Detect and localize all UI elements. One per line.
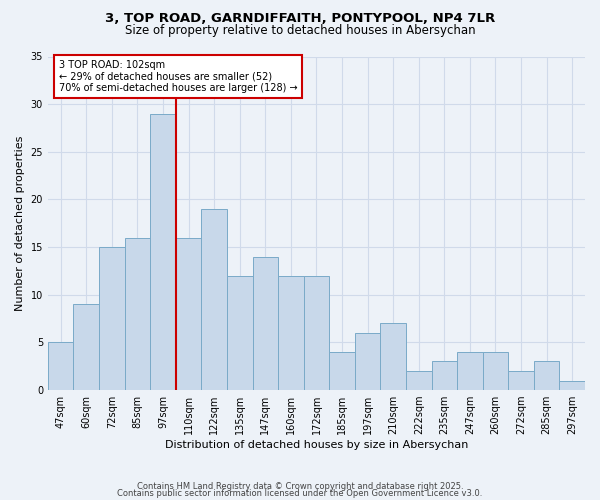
- Bar: [48, 342, 73, 390]
- Bar: [253, 256, 278, 390]
- X-axis label: Distribution of detached houses by size in Abersychan: Distribution of detached houses by size …: [165, 440, 468, 450]
- Bar: [73, 304, 99, 390]
- Text: Size of property relative to detached houses in Abersychan: Size of property relative to detached ho…: [125, 24, 475, 37]
- Text: Contains HM Land Registry data © Crown copyright and database right 2025.: Contains HM Land Registry data © Crown c…: [137, 482, 463, 491]
- Text: 3 TOP ROAD: 102sqm
← 29% of detached houses are smaller (52)
70% of semi-detache: 3 TOP ROAD: 102sqm ← 29% of detached hou…: [59, 60, 297, 93]
- Bar: [304, 276, 329, 390]
- Bar: [202, 209, 227, 390]
- Bar: [176, 238, 202, 390]
- Text: Contains public sector information licensed under the Open Government Licence v3: Contains public sector information licen…: [118, 490, 482, 498]
- Bar: [534, 362, 559, 390]
- Bar: [482, 352, 508, 390]
- Bar: [150, 114, 176, 390]
- Y-axis label: Number of detached properties: Number of detached properties: [15, 136, 25, 311]
- Bar: [278, 276, 304, 390]
- Bar: [99, 247, 125, 390]
- Bar: [508, 371, 534, 390]
- Bar: [457, 352, 482, 390]
- Bar: [431, 362, 457, 390]
- Bar: [329, 352, 355, 390]
- Bar: [227, 276, 253, 390]
- Text: 3, TOP ROAD, GARNDIFFAITH, PONTYPOOL, NP4 7LR: 3, TOP ROAD, GARNDIFFAITH, PONTYPOOL, NP…: [105, 12, 495, 26]
- Bar: [406, 371, 431, 390]
- Bar: [125, 238, 150, 390]
- Bar: [355, 333, 380, 390]
- Bar: [559, 380, 585, 390]
- Bar: [380, 324, 406, 390]
